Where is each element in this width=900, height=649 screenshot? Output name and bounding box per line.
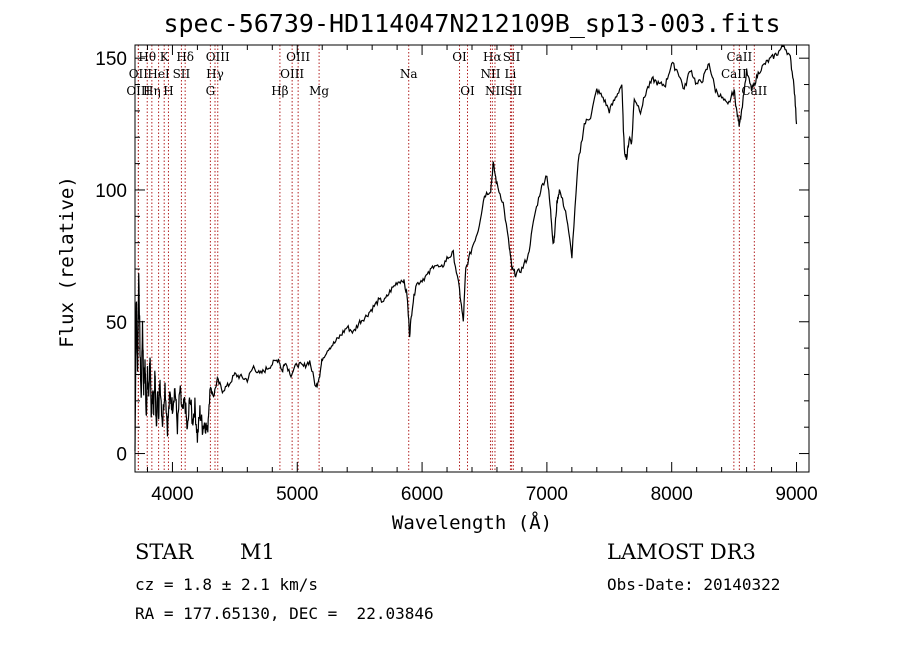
y-tick-label: 100 bbox=[95, 181, 127, 202]
spectrum-line bbox=[134, 44, 798, 452]
line-label: NII bbox=[480, 67, 500, 81]
y-axis-label: Flux (relative) bbox=[56, 176, 78, 348]
x-tick-label: 8000 bbox=[651, 484, 693, 505]
line-label: Li bbox=[505, 67, 517, 81]
line-label: SII bbox=[504, 84, 522, 98]
x-axis: 4000 5000 6000 7000 8000 9000 bbox=[146, 45, 818, 505]
line-label: SII bbox=[503, 50, 521, 64]
line-label: Hβ bbox=[271, 84, 288, 98]
line-label: HeI bbox=[147, 67, 170, 81]
x-tick-label: 5000 bbox=[276, 484, 318, 505]
spectrum-series bbox=[134, 44, 798, 452]
y-tick-label: 0 bbox=[116, 445, 127, 466]
line-label: Na bbox=[400, 67, 418, 81]
survey-name: LAMOST DR3 bbox=[607, 540, 756, 564]
line-label: OIII bbox=[206, 50, 230, 64]
line-label: K bbox=[160, 50, 170, 64]
object-subclass: M1 bbox=[240, 540, 275, 564]
line-label: OIII bbox=[126, 84, 150, 98]
y-tick-label: 150 bbox=[95, 49, 127, 70]
x-tick-label: 7000 bbox=[526, 484, 568, 505]
chart-title: spec-56739-HD114047N212109B_sp13-003.fit… bbox=[163, 9, 780, 38]
line-label: OIII bbox=[280, 67, 304, 81]
line-label: Hα bbox=[483, 50, 502, 64]
y-tick-label: 50 bbox=[106, 313, 127, 334]
x-tick-label: 9000 bbox=[775, 484, 817, 505]
line-label: G bbox=[206, 84, 216, 98]
line-label: CaII bbox=[721, 67, 747, 81]
obs-date: Obs-Date: 20140322 bbox=[607, 575, 781, 594]
object-class: STAR bbox=[135, 540, 194, 564]
x-tick-label: 4000 bbox=[151, 484, 193, 505]
line-label: OI bbox=[460, 84, 475, 98]
line-label: Mg bbox=[309, 84, 329, 98]
line-label: NII bbox=[485, 84, 505, 98]
line-label: CaII bbox=[726, 50, 752, 64]
x-tick-label: 6000 bbox=[401, 484, 443, 505]
line-label: OIII bbox=[286, 50, 310, 64]
line-label: Hδ bbox=[176, 50, 194, 64]
coordinates: RA = 177.65130, DEC = 22.03846 bbox=[135, 604, 434, 623]
plot-frame bbox=[134, 44, 810, 473]
x-axis-label: Wavelength (Å) bbox=[392, 511, 552, 534]
line-label: OI bbox=[452, 50, 467, 64]
line-label: SII bbox=[173, 67, 191, 81]
line-label: Hη bbox=[143, 84, 161, 98]
line-label: CaII bbox=[741, 84, 767, 98]
line-label: H bbox=[163, 84, 173, 98]
redshift-text: cz = 1.8 ± 2.1 km/s bbox=[135, 575, 319, 594]
y-axis: 0 50 100 150 bbox=[95, 49, 809, 466]
line-label: Hθ bbox=[138, 50, 156, 64]
line-label: Hγ bbox=[206, 67, 224, 81]
